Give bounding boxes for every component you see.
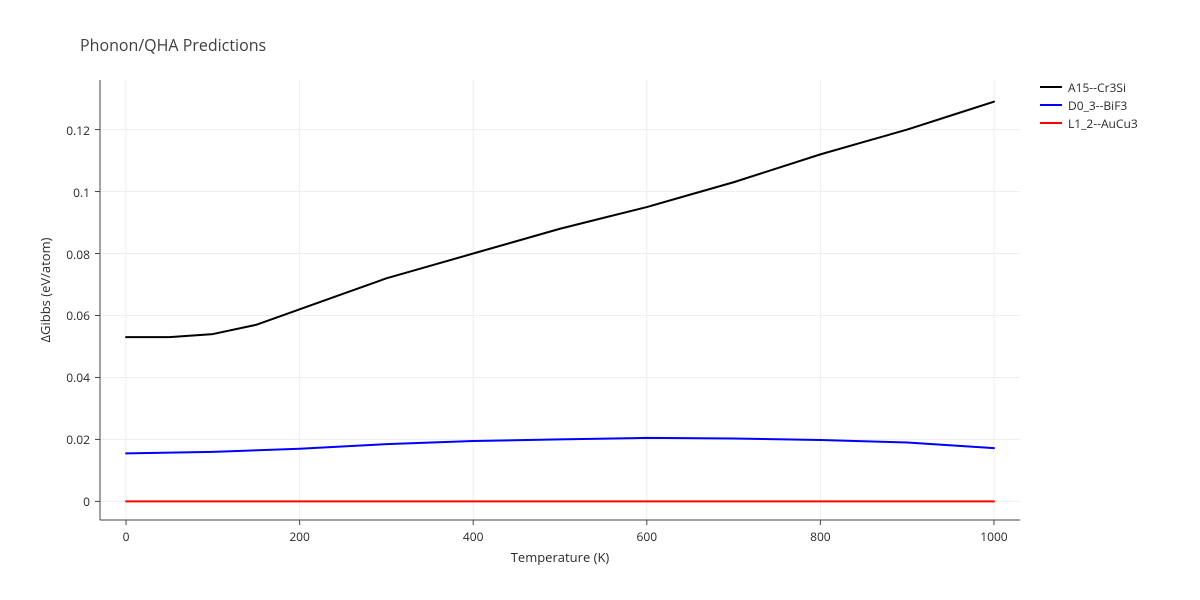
y-tick-label: 0.08 <box>66 246 90 263</box>
y-tick-label: 0.06 <box>66 307 90 324</box>
x-tick-label: 600 <box>632 528 662 545</box>
legend-item[interactable]: L1_2--AuCu3 <box>1040 114 1138 132</box>
x-tick-label: 200 <box>285 528 315 545</box>
y-tick-label: 0.02 <box>66 431 90 448</box>
legend-swatch <box>1040 104 1062 106</box>
y-tick-label: 0.04 <box>66 369 90 386</box>
series-line[interactable] <box>126 438 994 453</box>
y-tick-label: 0.12 <box>66 122 90 139</box>
x-tick-label: 800 <box>805 528 835 545</box>
x-tick-label: 0 <box>111 528 141 545</box>
legend-item[interactable]: A15--Cr3Si <box>1040 78 1138 96</box>
y-tick-label: 0 <box>83 493 90 510</box>
legend-label: D0_3--BiF3 <box>1068 97 1127 114</box>
legend-item[interactable]: D0_3--BiF3 <box>1040 96 1138 114</box>
plot-area[interactable] <box>0 0 1200 600</box>
y-tick-label: 0.1 <box>73 184 90 201</box>
legend[interactable]: A15--Cr3SiD0_3--BiF3L1_2--AuCu3 <box>1040 78 1138 132</box>
chart-container: { "chart": { "type": "line", "title": "P… <box>0 0 1200 600</box>
legend-swatch <box>1040 86 1062 88</box>
x-tick-label: 400 <box>458 528 488 545</box>
x-tick-label: 1000 <box>979 528 1009 545</box>
legend-label: A15--Cr3Si <box>1068 79 1126 96</box>
legend-swatch <box>1040 122 1062 124</box>
series-line[interactable] <box>126 102 994 337</box>
legend-label: L1_2--AuCu3 <box>1068 115 1138 132</box>
